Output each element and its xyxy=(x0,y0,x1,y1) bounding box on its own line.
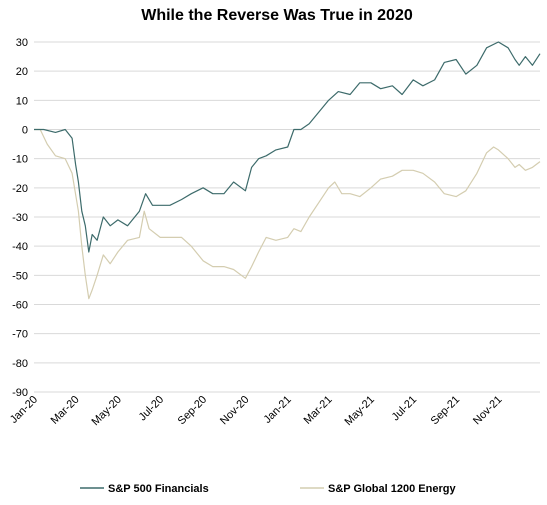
y-tick-label: -60 xyxy=(12,300,28,312)
y-tick-label: 30 xyxy=(16,37,28,49)
y-tick-label: 10 xyxy=(16,95,28,107)
y-tick-label: -90 xyxy=(12,387,28,399)
x-tick-label: Jul-20 xyxy=(137,394,167,424)
x-tick-label: Mar-20 xyxy=(49,394,82,427)
y-tick-label: -70 xyxy=(12,329,28,341)
legend: S&P 500 Financials S&P Global 1200 Energy xyxy=(80,483,456,495)
x-tick-label: May-21 xyxy=(343,394,377,428)
x-tick-label: Mar-21 xyxy=(302,394,335,427)
y-tick-label: -30 xyxy=(12,212,28,224)
gridlines xyxy=(34,41,540,393)
y-tick-label: -80 xyxy=(12,358,28,370)
series-line-s-p-500-financials xyxy=(34,41,541,253)
x-tick-label: Nov-20 xyxy=(218,394,252,428)
y-tick-label: -50 xyxy=(12,270,28,282)
x-tick-label: Sep-21 xyxy=(429,394,463,428)
series-lines xyxy=(34,41,541,300)
y-tick-label: -20 xyxy=(12,183,28,195)
x-tick-label: May-20 xyxy=(90,394,124,428)
legend-label-s-p-global-1200-energy: S&P Global 1200 Energy xyxy=(328,483,456,495)
y-axis: 30 20 10 0 -10 -20 -30 -40 -50 -60 -70 -80 -90 xyxy=(12,37,28,399)
chart-title: While the Reverse Was True in 2020 xyxy=(141,7,413,24)
x-tick-label: Nov-21 xyxy=(471,394,505,428)
x-tick-label: Sep-20 xyxy=(176,394,210,428)
series-line-s-p-global-1200-energy xyxy=(34,128,541,300)
x-tick-label: Jul-21 xyxy=(390,394,420,424)
legend-label-s-p-500-financials: S&P 500 Financials xyxy=(108,483,209,495)
x-axis: Jan-20 Mar-20 May-20 Jul-20 Sep-20 Nov-20 Jan-… xyxy=(8,394,505,428)
y-tick-label: -40 xyxy=(12,241,28,253)
x-tick-label: Jan-21 xyxy=(262,394,294,426)
y-tick-label: 20 xyxy=(16,66,28,78)
y-tick-label: 0 xyxy=(22,125,28,137)
y-tick-label: -10 xyxy=(12,154,28,166)
